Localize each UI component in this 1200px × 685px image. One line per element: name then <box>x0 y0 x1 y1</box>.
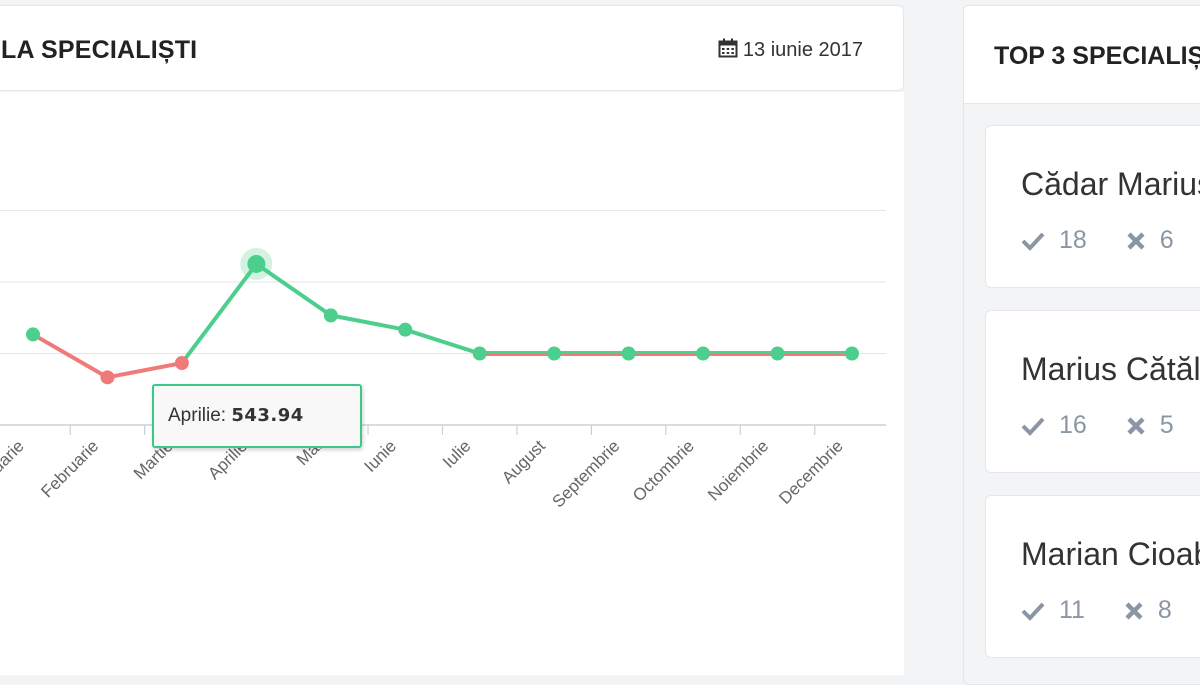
chart-panel-title: LA SPECIALIȘTI <box>1 36 198 64</box>
rejected-stat: 6 <box>1126 226 1174 255</box>
data-point <box>770 346 785 361</box>
approved-count: 18 <box>1059 226 1087 254</box>
specialist-card[interactable]: Cădar Marius 18 6 <box>985 125 1200 288</box>
data-point <box>247 254 266 273</box>
tooltip-value: 543.94 <box>231 405 304 426</box>
approved-stat: 16 <box>1021 411 1087 440</box>
chart-date: 13 iunie 2017 <box>718 38 863 62</box>
specialist-stats: 18 6 <box>1021 226 1174 258</box>
cross-icon <box>1125 601 1143 620</box>
specialist-name: Marian Cioabă <box>1021 536 1200 572</box>
series-segment <box>255 262 332 318</box>
approved-stat: 18 <box>1021 226 1087 255</box>
data-point <box>323 308 338 323</box>
x-tick-label: Iunie <box>361 436 401 476</box>
x-tick-label: Februarie <box>37 436 102 501</box>
series-segment <box>107 361 183 380</box>
approved-stat: 11 <box>1021 596 1085 625</box>
chart-date-text: 13 iunie 2017 <box>742 39 863 61</box>
cross-icon <box>1127 416 1145 435</box>
check-icon <box>1021 602 1045 621</box>
rejected-count: 8 <box>1157 596 1172 624</box>
data-point <box>844 346 859 361</box>
calendar-icon <box>718 38 738 58</box>
x-tick-label: Noiembrie <box>704 436 772 504</box>
specialist-name: Marius Cătălin <box>1021 351 1200 387</box>
chart-tooltip: Aprilie: 543.94 <box>152 384 362 448</box>
series-segment <box>330 313 406 332</box>
series-segment <box>32 332 109 380</box>
specialist-card[interactable]: Marian Cioabă 11 8 <box>985 495 1200 658</box>
x-tick-label: Iulie <box>439 436 474 471</box>
cross-icon <box>1127 231 1145 250</box>
x-tick-label: Decembrie <box>775 436 847 508</box>
specialist-name: Cădar Marius <box>1021 166 1200 202</box>
tooltip-label: Aprilie: <box>168 405 227 426</box>
series-segment <box>180 262 258 365</box>
data-point <box>472 346 487 361</box>
x-tick-label: Septembrie <box>549 436 624 511</box>
data-point <box>621 346 636 361</box>
data-point <box>696 346 711 361</box>
top-specialists-panel: TOP 3 SPECIALIȘTI Cădar Marius 18 6 Mari… <box>963 5 1200 685</box>
data-point <box>398 322 413 337</box>
specialist-stats: 11 8 <box>1021 596 1172 628</box>
line-chart[interactable]: uarie Februarie Martie Aprilie Mai Iunie Iulie… <box>0 92 904 675</box>
rejected-stat: 8 <box>1124 596 1172 625</box>
rejected-count: 6 <box>1159 226 1174 254</box>
specialist-card[interactable]: Marius Cătălin 16 5 <box>985 310 1200 473</box>
top-specialists-header: TOP 3 SPECIALIȘTI <box>964 6 1200 104</box>
data-point <box>174 356 189 371</box>
data-point <box>547 346 562 361</box>
chart-panel-header: LA SPECIALIȘTI 13 iunie 2017 <box>0 5 904 91</box>
x-tick-label: August <box>498 436 549 487</box>
data-point <box>100 370 115 385</box>
x-tick-label: uarie <box>0 436 28 476</box>
line-chart-svg[interactable]: uarie Februarie Martie Aprilie Mai Iunie Iulie… <box>0 92 904 675</box>
check-icon <box>1021 417 1045 436</box>
rejected-stat: 5 <box>1126 411 1174 440</box>
specialist-stats: 16 5 <box>1021 411 1174 443</box>
top-specialists-title: TOP 3 SPECIALIȘTI <box>994 42 1200 70</box>
data-point <box>26 327 40 342</box>
approved-count: 16 <box>1059 411 1087 439</box>
rejected-count: 5 <box>1159 411 1174 439</box>
x-tick-label: Octombrie <box>629 436 698 505</box>
check-icon <box>1021 232 1045 251</box>
approved-count: 11 <box>1059 596 1085 624</box>
series-segment <box>404 327 481 356</box>
